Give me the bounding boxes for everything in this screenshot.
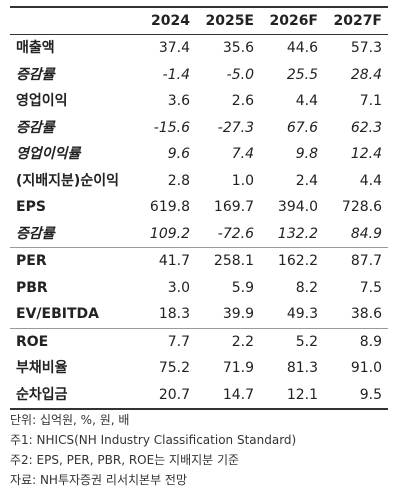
row-value: 2.6 [231, 93, 254, 110]
row-value: 2.4 [295, 172, 318, 189]
table-row: (지배지분)순이익 2.8 1.0 2.4 4.4 [10, 168, 388, 195]
table-row: PBR 3.0 5.9 8.2 7.5 [10, 275, 388, 302]
row-value: 2.2 [196, 327, 260, 355]
row-value: 162.2 [260, 247, 324, 275]
row-value: 132.2 [277, 225, 318, 242]
table-row: 영업이익 3.6 2.6 4.4 7.1 [10, 88, 388, 115]
header-row: 2024 2025E 2026F 2027F [10, 8, 388, 35]
table-row: ROE 7.7 2.2 5.2 8.9 [10, 327, 388, 355]
row-value: 91.0 [350, 360, 382, 377]
row-value: 728.6 [341, 199, 382, 216]
row-label: PBR [16, 279, 48, 296]
row-value: 67.6 [286, 119, 318, 136]
row-value: 8.9 [324, 327, 388, 355]
row-label: 매출액 [16, 40, 55, 57]
row-value: 37.4 [158, 40, 190, 57]
row-value: 81.3 [286, 360, 318, 377]
row-value: 4.4 [295, 93, 318, 110]
header-year-2027f: 2027F [324, 8, 388, 35]
row-label: 증감률 [16, 225, 55, 242]
row-value: 49.3 [286, 306, 318, 323]
row-value: 71.9 [222, 360, 254, 377]
row-value: 7.4 [231, 146, 254, 163]
row-value: 38.6 [350, 306, 382, 323]
row-value: 2.8 [167, 172, 190, 189]
row-value: 87.7 [324, 247, 388, 275]
row-value: 28.4 [350, 66, 382, 83]
row-value: -1.4 [162, 66, 190, 83]
row-value: 619.8 [149, 199, 190, 216]
row-value: 44.6 [286, 40, 318, 57]
row-value: 75.2 [158, 360, 190, 377]
row-value: 12.4 [350, 146, 382, 163]
row-value: 62.3 [350, 119, 382, 136]
note-2: 주2: EPS, PER, PBR, ROE는 지배지분 기준 [10, 453, 240, 467]
row-value: 84.9 [350, 225, 382, 242]
table-row: 부채비율 75.2 71.9 81.3 91.0 [10, 355, 388, 382]
table-row: EPS 619.8 169.7 394.0 728.6 [10, 194, 388, 221]
row-value: 14.7 [196, 381, 260, 410]
row-value: 8.2 [295, 279, 318, 296]
row-label: (지배지분)순이익 [16, 172, 119, 189]
row-value: 12.1 [260, 381, 324, 410]
table-row: 증감률 109.2 -72.6 132.2 84.9 [10, 221, 388, 248]
row-label: 영업이익률 [16, 146, 81, 163]
note-1: 주1: NHICS(NH Industry Classification Sta… [10, 433, 297, 447]
row-value: -72.6 [217, 225, 254, 242]
note-unit: 단위: 십억원, %, 원, 배 [10, 413, 130, 427]
row-value: 25.5 [286, 66, 318, 83]
row-value: 7.7 [132, 327, 196, 355]
row-label: 증감률 [16, 119, 55, 136]
row-label: EPS [16, 199, 46, 216]
row-label: 영업이익 [16, 93, 68, 110]
table-row: 매출액 37.4 35.6 44.6 57.3 [10, 35, 388, 62]
header-year-2024: 2024 [132, 8, 196, 35]
row-value: 18.3 [158, 306, 190, 323]
row-label: 순차입금 [10, 381, 132, 410]
row-label: ROE [10, 327, 132, 355]
top-rule [10, 6, 388, 8]
row-value: 258.1 [196, 247, 260, 275]
row-value: 7.5 [359, 279, 382, 296]
row-value: 39.9 [222, 306, 254, 323]
row-value: -15.6 [153, 119, 190, 136]
row-value: 41.7 [132, 247, 196, 275]
row-value: 3.6 [167, 93, 190, 110]
table-row: 영업이익률 9.6 7.4 9.8 12.4 [10, 141, 388, 168]
row-value: 109.2 [149, 225, 190, 242]
header-label-cell [10, 8, 132, 35]
row-value: 394.0 [277, 199, 318, 216]
row-value: 35.6 [222, 40, 254, 57]
row-value: 9.8 [295, 146, 318, 163]
footnotes: 단위: 십억원, %, 원, 배 주1: NHICS(NH Industry C… [10, 410, 400, 490]
row-value: 9.5 [324, 381, 388, 410]
table-row: 증감률 -15.6 -27.3 67.6 62.3 [10, 115, 388, 142]
note-source: 자료: NH투자증권 리서치본부 전망 [10, 473, 188, 487]
table-row: 증감률 -1.4 -5.0 25.5 28.4 [10, 62, 388, 89]
row-value: 3.0 [167, 279, 190, 296]
row-value: 4.4 [359, 172, 382, 189]
row-value: 169.7 [213, 199, 254, 216]
row-label: 증감률 [16, 66, 55, 83]
table-row: PER 41.7 258.1 162.2 87.7 [10, 247, 388, 275]
table-body: 매출액 37.4 35.6 44.6 57.3 증감률 -1.4 -5.0 25.5 28.4 영업… [10, 35, 388, 410]
financial-table: 2024 2025E 2026F 2027F 매출액 37.4 35.6 44.6 57… [10, 8, 388, 410]
row-label: 부채비율 [16, 360, 68, 377]
table-row: EV/EBITDA 18.3 39.9 49.3 38.6 [10, 301, 388, 328]
row-value: -5.0 [226, 66, 254, 83]
row-value: 7.1 [359, 93, 382, 110]
row-value: 5.9 [231, 279, 254, 296]
row-value: 9.6 [167, 146, 190, 163]
table-row: 순차입금 20.7 14.7 12.1 9.5 [10, 381, 388, 410]
row-value: 5.2 [260, 327, 324, 355]
row-value: 20.7 [132, 381, 196, 410]
row-value: -27.3 [217, 119, 254, 136]
row-label: EV/EBITDA [16, 306, 99, 323]
row-value: 57.3 [350, 40, 382, 57]
header-year-2025e: 2025E [196, 8, 260, 35]
row-label: PER [10, 247, 132, 275]
row-value: 1.0 [231, 172, 254, 189]
header-year-2026f: 2026F [260, 8, 324, 35]
